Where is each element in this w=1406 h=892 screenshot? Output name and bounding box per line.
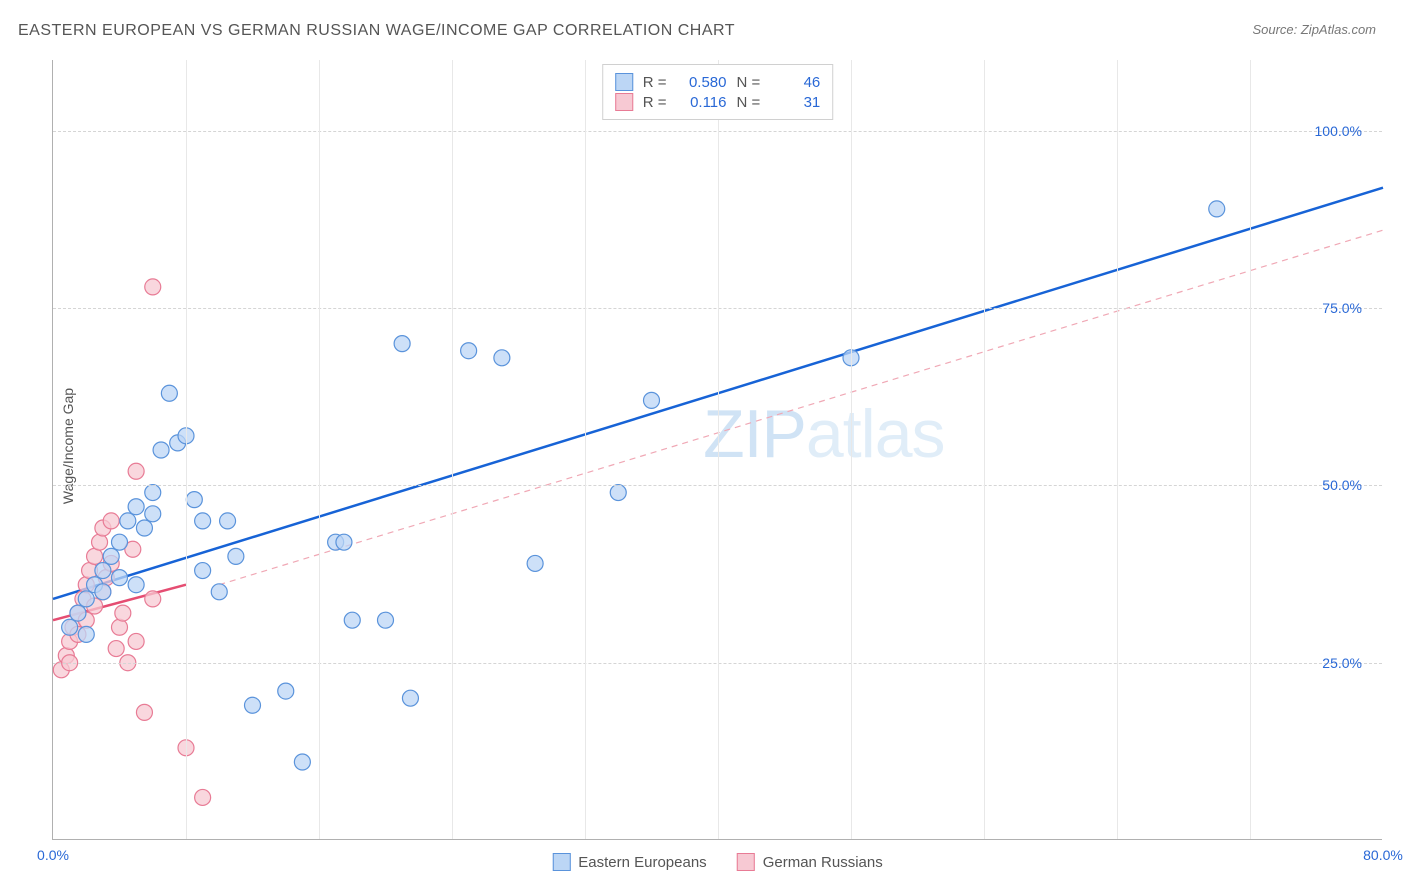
- data-point: [128, 463, 144, 479]
- legend-row-2: R = 0.116 N = 31: [615, 93, 821, 111]
- swatch-series-1: [615, 73, 633, 91]
- y-tick-label: 50.0%: [1322, 477, 1362, 493]
- data-point: [494, 350, 510, 366]
- trend-line-1-dashed: [219, 230, 1383, 585]
- r-label: R =: [643, 94, 667, 111]
- r-value-2: 0.116: [677, 94, 727, 111]
- data-point: [527, 555, 543, 571]
- gridline-v: [851, 60, 852, 839]
- data-point: [145, 485, 161, 501]
- data-point: [95, 563, 111, 579]
- swatch-series-1b: [552, 853, 570, 871]
- y-tick-label: 100.0%: [1315, 123, 1362, 139]
- n-value-2: 31: [770, 94, 820, 111]
- gridline-v: [984, 60, 985, 839]
- data-point: [1209, 201, 1225, 217]
- legend-label-2: German Russians: [763, 854, 883, 871]
- data-point: [128, 633, 144, 649]
- data-point: [195, 789, 211, 805]
- n-label: N =: [737, 74, 761, 91]
- data-point: [394, 336, 410, 352]
- data-point: [644, 392, 660, 408]
- data-point: [294, 754, 310, 770]
- data-point: [145, 506, 161, 522]
- r-value-1: 0.580: [677, 74, 727, 91]
- data-point: [112, 534, 128, 550]
- data-point: [228, 548, 244, 564]
- data-point: [378, 612, 394, 628]
- data-point: [336, 534, 352, 550]
- data-point: [108, 641, 124, 657]
- gridline-v: [585, 60, 586, 839]
- data-point: [128, 499, 144, 515]
- data-point: [136, 704, 152, 720]
- data-point: [402, 690, 418, 706]
- gridline-v: [1250, 60, 1251, 839]
- plot-area: R = 0.580 N = 46 R = 0.116 N = 31 ZIPatl…: [52, 60, 1382, 840]
- data-point: [278, 683, 294, 699]
- gridline-v: [718, 60, 719, 839]
- legend-item-1: Eastern Europeans: [552, 853, 706, 871]
- data-point: [112, 570, 128, 586]
- data-point: [112, 619, 128, 635]
- legend-label-1: Eastern Europeans: [578, 854, 706, 871]
- legend-row-1: R = 0.580 N = 46: [615, 73, 821, 91]
- gridline-v: [186, 60, 187, 839]
- data-point: [461, 343, 477, 359]
- data-point: [195, 513, 211, 529]
- data-point: [153, 442, 169, 458]
- data-point: [145, 279, 161, 295]
- legend-item-2: German Russians: [737, 853, 883, 871]
- data-point: [610, 485, 626, 501]
- data-point: [186, 492, 202, 508]
- y-tick-label: 75.0%: [1322, 300, 1362, 316]
- swatch-series-2b: [737, 853, 755, 871]
- y-tick-label: 25.0%: [1322, 655, 1362, 671]
- source-label: Source: ZipAtlas.com: [1252, 22, 1376, 37]
- data-point: [211, 584, 227, 600]
- data-point: [103, 548, 119, 564]
- data-point: [145, 591, 161, 607]
- n-value-1: 46: [770, 74, 820, 91]
- data-point: [136, 520, 152, 536]
- gridline-v: [1117, 60, 1118, 839]
- data-point: [161, 385, 177, 401]
- data-point: [78, 591, 94, 607]
- data-point: [70, 605, 86, 621]
- data-point: [87, 548, 103, 564]
- data-point: [128, 577, 144, 593]
- data-point: [245, 697, 261, 713]
- data-point: [92, 534, 108, 550]
- chart-title: EASTERN EUROPEAN VS GERMAN RUSSIAN WAGE/…: [18, 22, 735, 40]
- gridline-v: [319, 60, 320, 839]
- correlation-legend: R = 0.580 N = 46 R = 0.116 N = 31: [602, 64, 834, 120]
- x-tick-label: 80.0%: [1363, 847, 1403, 863]
- gridline-v: [452, 60, 453, 839]
- n-label: N =: [737, 94, 761, 111]
- data-point: [344, 612, 360, 628]
- data-point: [120, 513, 136, 529]
- swatch-series-2: [615, 93, 633, 111]
- data-point: [78, 626, 94, 642]
- x-tick-label: 0.0%: [37, 847, 69, 863]
- data-point: [115, 605, 131, 621]
- data-point: [220, 513, 236, 529]
- series-legend: Eastern Europeans German Russians: [552, 853, 882, 871]
- data-point: [195, 563, 211, 579]
- r-label: R =: [643, 74, 667, 91]
- data-point: [103, 513, 119, 529]
- data-point: [95, 584, 111, 600]
- data-point: [62, 619, 78, 635]
